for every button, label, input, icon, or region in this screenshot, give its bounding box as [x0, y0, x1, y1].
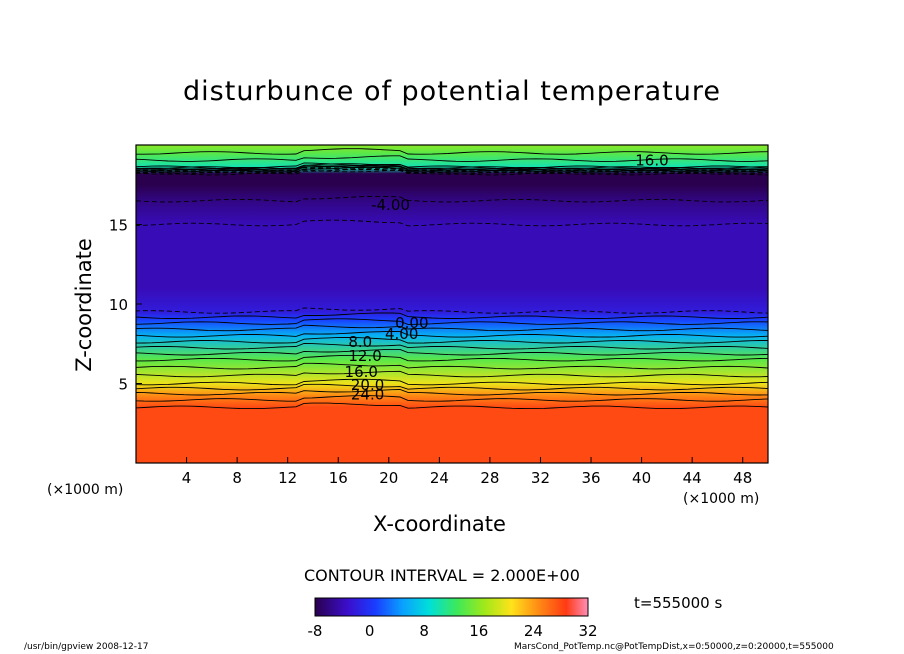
contour-label-2: 4.00	[385, 325, 418, 343]
x-tick-label-5: 24	[430, 469, 449, 487]
contour-line-22	[135, 148, 769, 155]
colorbar-ticks: -8 0 8 16 24 32	[308, 622, 598, 640]
x-tick-label-8: 36	[581, 469, 600, 487]
contour-line-7	[135, 312, 769, 319]
colorbar-tick-label-5: 32	[578, 622, 597, 640]
contour-label-1: 0.00	[395, 314, 428, 332]
contour-lines	[135, 148, 769, 410]
contour-label-4: 12.0	[348, 347, 381, 365]
contour-line-20	[135, 155, 769, 162]
contour-line-3	[135, 219, 769, 227]
contour-label-3: 8.0	[348, 333, 372, 351]
contour-line-29	[135, 402, 769, 410]
colorbar	[314, 597, 589, 617]
x-axis: 4 8 12 16 20 24 28 32 36 40 44 48	[182, 457, 752, 487]
contour-label-8: 16.0	[635, 152, 668, 170]
contour-line-19	[135, 348, 769, 356]
colorbar-tick-label-2: 8	[419, 622, 429, 640]
colorbar-tick-label-0: -8	[308, 622, 323, 640]
colorbar-tick-label-4: 24	[524, 622, 543, 640]
x-axis-label: X-coordinate	[373, 512, 506, 536]
contour-line-2	[135, 168, 769, 175]
contour-line-13	[135, 331, 769, 338]
contour-label-7: 24.0	[351, 385, 384, 403]
contour-line-1	[135, 195, 769, 203]
x-unit-label-left: (×1000 m)	[47, 482, 124, 498]
contour-interval-label: CONTOUR INTERVAL = 2.000E+00	[304, 566, 580, 585]
contour-line-25	[135, 378, 769, 386]
x-tick-label-11: 48	[733, 469, 752, 487]
heatmap-field	[136, 145, 768, 463]
y-tick-label-2: 15	[109, 217, 128, 235]
contour-line-15	[135, 337, 768, 344]
contour-line-27	[135, 389, 769, 396]
contour-line-21	[135, 354, 769, 362]
y-axis-label: Z-coordinate	[72, 238, 96, 372]
x-tick-label-2: 12	[278, 469, 297, 487]
contour-label-5: 16.0	[345, 363, 378, 381]
contour-label-0: -4.00	[371, 196, 410, 214]
contour-line-28	[135, 395, 769, 402]
contour-line-5	[135, 307, 769, 314]
x-tick-label-7: 32	[531, 469, 550, 487]
x-tick-label-9: 40	[632, 469, 651, 487]
y-tick-label-0: 5	[118, 376, 128, 394]
contour-line-18	[135, 162, 769, 170]
y-axis: 5 10 15	[109, 217, 142, 394]
contour-line-17	[135, 342, 769, 350]
contour-line-6	[135, 167, 769, 174]
contour-line-0	[135, 169, 769, 176]
contour-line-11	[135, 324, 769, 332]
x-tick-label-1: 8	[232, 469, 242, 487]
y-tick-label-1: 10	[109, 296, 128, 314]
x-tick-label-4: 20	[379, 469, 398, 487]
x-tick-label-0: 4	[182, 469, 192, 487]
contour-line-26	[135, 383, 769, 391]
contour-line-9	[135, 318, 769, 325]
x-unit-label-right: (×1000 m)	[683, 491, 760, 507]
footer-program-date: /usr/bin/gpview 2008-12-17	[24, 642, 149, 652]
x-tick-label-3: 16	[329, 469, 348, 487]
colorbar-tick-label-3: 16	[469, 622, 488, 640]
footer-data-source: MarsCond_PotTemp.nc@PotTempDist,x=0:5000…	[514, 642, 834, 652]
contour-label-6: 20.0	[351, 376, 384, 394]
chart-title: disturbunce of potential temperature	[183, 76, 721, 107]
contour-label-group: -4.000.004.008.012.016.020.024.016.0	[345, 152, 669, 404]
contour-line-24	[135, 370, 769, 378]
time-label: t=555000 s	[634, 594, 723, 612]
contour-line-23	[135, 362, 769, 370]
colorbar-tick-label-1: 0	[365, 622, 375, 640]
x-tick-label-10: 44	[683, 469, 702, 487]
x-tick-label-6: 28	[480, 469, 499, 487]
